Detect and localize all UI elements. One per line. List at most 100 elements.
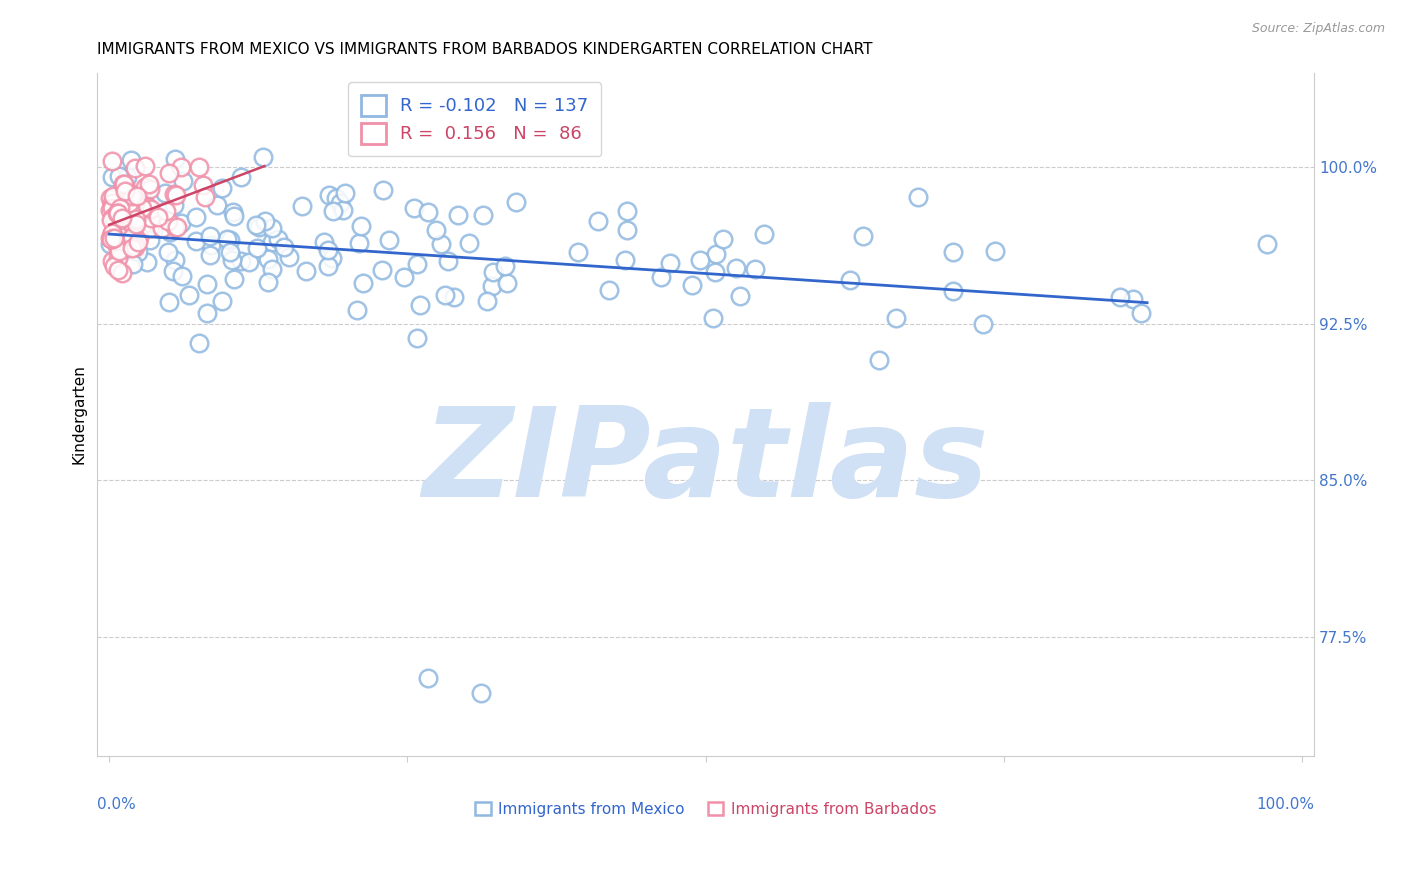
Point [169,216,191,230]
Point [219,233,242,247]
Point [257,276,280,290]
Point [1108,290,1130,304]
Point [378,233,401,247]
Point [724,260,747,275]
Point [159,225,181,239]
Point [598,283,620,297]
Point [156,214,179,228]
Point [200,248,222,262]
Point [430,236,453,251]
Point [443,290,465,304]
Point [482,265,505,279]
Point [681,277,703,292]
Point [139,211,162,225]
Point [107,200,129,214]
Point [229,254,252,268]
Point [117,216,139,230]
Point [114,178,136,193]
Point [139,233,162,247]
Point [121,189,143,203]
Point [163,219,186,234]
Point [107,252,129,266]
Point [260,220,283,235]
Point [1122,293,1144,307]
Text: IMMIGRANTS FROM MEXICO VS IMMIGRANTS FROM BARBADOS KINDERGARTEN CORRELATION CHAR: IMMIGRANTS FROM MEXICO VS IMMIGRANTS FRO… [97,42,873,57]
Point [117,186,139,200]
Point [165,153,187,167]
Point [162,264,184,278]
Point [135,198,157,212]
Point [124,161,146,175]
Point [143,208,166,222]
Point [942,285,965,299]
Point [200,229,222,244]
Point [125,200,148,214]
Point [481,279,503,293]
Point [108,202,131,216]
Point [165,188,187,202]
Point [650,270,672,285]
Point [163,197,186,211]
Point [138,178,160,192]
Point [104,206,127,220]
Point [252,150,274,164]
Point [120,202,142,216]
Point [471,208,494,222]
Point [318,187,340,202]
Point [98,236,121,251]
Point [329,195,352,210]
Y-axis label: Kindergarten: Kindergarten [72,365,86,465]
Point [155,204,177,219]
Point [100,169,122,184]
Point [150,221,173,235]
Point [135,200,157,214]
Point [124,240,146,254]
Point [120,153,142,167]
Point [131,201,153,215]
Point [256,252,278,267]
Point [496,276,519,290]
Point [108,244,131,259]
Point [100,212,122,227]
Point [245,218,267,232]
Point [135,255,157,269]
Point [170,160,193,174]
Point [616,203,638,218]
Point [118,196,141,211]
Point [146,211,169,225]
Point [332,203,354,218]
Point [124,217,146,231]
Point [416,204,439,219]
Point [121,230,143,244]
Point [163,187,186,202]
Point [567,244,589,259]
Point [217,232,239,246]
Point [127,235,149,249]
Point [128,229,150,244]
Point [141,202,163,217]
Point [98,230,121,244]
Point [101,189,124,203]
Point [103,228,125,243]
Point [221,205,243,219]
Point [984,244,1007,259]
Point [103,211,125,225]
Point [188,160,211,174]
Point [112,177,135,191]
Point [211,181,233,195]
Point [184,211,207,225]
Point [111,211,134,225]
Point [122,209,145,223]
Point [100,253,122,268]
Point [111,177,134,191]
Point [371,183,394,197]
Point [333,186,356,200]
Point [139,221,162,235]
Point [157,166,180,180]
Point [111,202,134,216]
Point [205,198,228,212]
Point [505,194,527,209]
Point [246,241,269,255]
Point [475,293,498,308]
Point [193,178,215,193]
